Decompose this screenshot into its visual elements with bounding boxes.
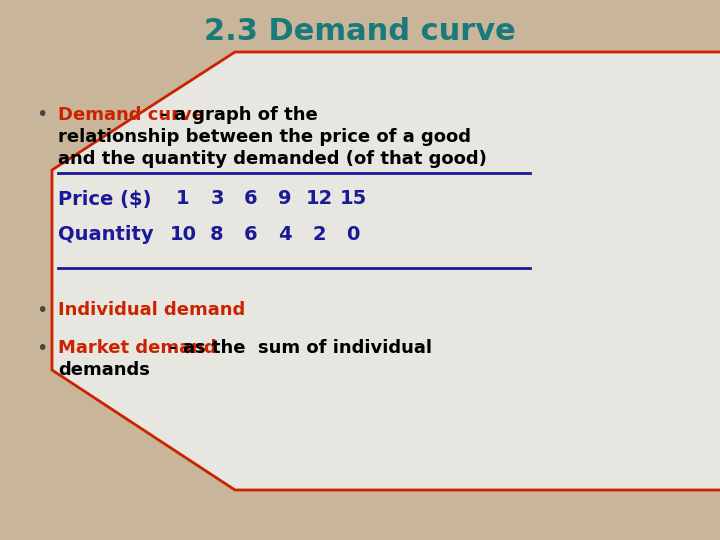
Polygon shape <box>52 52 720 490</box>
Text: 10: 10 <box>169 226 197 245</box>
Text: 12: 12 <box>305 190 333 208</box>
Text: 6: 6 <box>244 190 258 208</box>
Text: Price ($): Price ($) <box>58 190 151 208</box>
Text: 1: 1 <box>176 190 190 208</box>
Text: •: • <box>36 339 48 357</box>
Text: 9: 9 <box>278 190 292 208</box>
Text: 2: 2 <box>312 226 326 245</box>
Text: 15: 15 <box>339 190 366 208</box>
Text: and the quantity demanded (of that good): and the quantity demanded (of that good) <box>58 150 487 168</box>
Text: •: • <box>36 105 48 125</box>
Text: 4: 4 <box>278 226 292 245</box>
Text: Quantity: Quantity <box>58 226 153 245</box>
Text: relationship between the price of a good: relationship between the price of a good <box>58 128 471 146</box>
Text: Individual demand: Individual demand <box>58 301 246 319</box>
Text: demands: demands <box>58 361 150 379</box>
Text: 2.3 Demand curve: 2.3 Demand curve <box>204 17 516 46</box>
Text: 6: 6 <box>244 226 258 245</box>
Text: - a graph of the: - a graph of the <box>154 106 318 124</box>
Text: - as the  sum of individual: - as the sum of individual <box>163 339 432 357</box>
Text: 8: 8 <box>210 226 224 245</box>
Text: Demand curve: Demand curve <box>58 106 204 124</box>
Text: 0: 0 <box>346 226 360 245</box>
Text: •: • <box>36 300 48 320</box>
Text: 3: 3 <box>210 190 224 208</box>
Text: Market demand: Market demand <box>58 339 217 357</box>
